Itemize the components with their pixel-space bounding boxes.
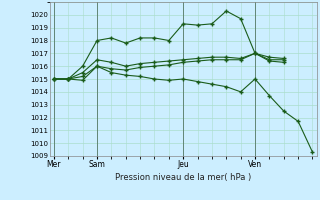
X-axis label: Pression niveau de la mer( hPa ): Pression niveau de la mer( hPa ): [115, 173, 251, 182]
